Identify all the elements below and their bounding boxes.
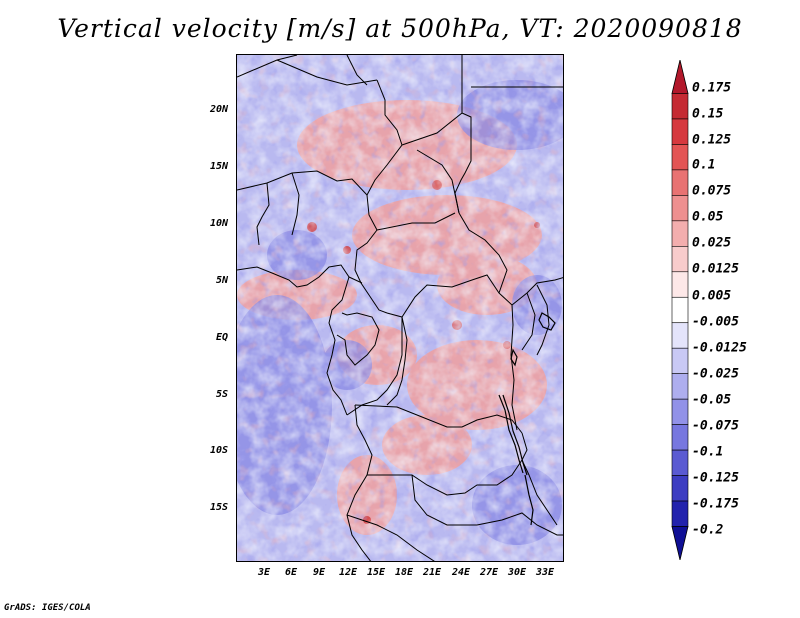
colorbar-segment: [671, 246, 689, 273]
colorbar-label: 0.125: [692, 132, 732, 148]
lon-label-33e: 33E: [535, 567, 555, 578]
colorbar-segment: [671, 220, 689, 247]
colorbar-label: -0.05: [692, 392, 732, 408]
colorbar-label: -0.175: [692, 496, 739, 512]
colorbar-segment: [671, 398, 689, 425]
colorbar-segment: [671, 449, 689, 476]
grads-credit: GrADS: IGES/COLA: [4, 603, 91, 613]
colorbar-segment: [671, 296, 689, 324]
lat-label-eq: EQ: [215, 332, 228, 343]
lat-label-10s: 10S: [209, 445, 228, 456]
lat-label-5s: 5S: [215, 389, 228, 400]
colorbar-label: -0.0125: [692, 340, 747, 356]
colorbar-segment: [671, 373, 689, 400]
lat-label-15n: 15N: [209, 161, 228, 172]
lon-label-12e: 12E: [338, 567, 358, 578]
colorbar-segment: [671, 347, 689, 374]
map-panel: [236, 54, 564, 562]
colorbar-label: -0.2: [692, 522, 724, 538]
colorbar-bottom-arrow: [671, 526, 689, 560]
lon-label-18e: 18E: [394, 567, 414, 578]
colorbar-label: 0.005: [692, 288, 732, 304]
colorbar-segment: [671, 424, 689, 451]
colorbar-top-arrow: [671, 60, 689, 94]
lon-label-24e: 24E: [451, 567, 471, 578]
colorbar-label: 0.05: [692, 209, 724, 225]
lon-label-3e: 3E: [257, 567, 271, 578]
lon-label-15e: 15E: [366, 567, 386, 578]
colorbar-label: -0.125: [692, 470, 739, 486]
colorbar-label: -0.025: [692, 366, 739, 382]
lon-label-30e: 30E: [507, 567, 527, 578]
lon-label-21e: 21E: [422, 567, 442, 578]
lon-label-9e: 9E: [312, 567, 326, 578]
colorbar-label: -0.1: [692, 444, 724, 460]
lon-label-27e: 27E: [479, 567, 499, 578]
colorbar-label: 0.1: [692, 157, 716, 173]
colorbar-label: 0.175: [692, 80, 732, 96]
colorbar-segment: [671, 169, 689, 196]
colorbar-segment: [671, 475, 689, 502]
lat-label-5n: 5N: [215, 275, 228, 286]
colorbar-label: -0.005: [692, 314, 739, 330]
colorbar-segment: [671, 195, 689, 222]
colorbar-segment: [671, 500, 689, 527]
lakes: [498, 312, 556, 526]
colorbar-segment: [671, 271, 689, 298]
lat-label-20n: 20N: [209, 104, 228, 115]
lat-label-10n: 10N: [209, 218, 228, 229]
vertical-velocity-field-map: [237, 55, 563, 561]
lat-label-15s: 15S: [209, 502, 228, 513]
colorbar-segment: [671, 322, 689, 349]
colorbar-label: 0.075: [692, 183, 732, 199]
lon-label-6e: 6E: [284, 567, 298, 578]
colorbar-label: 0.15: [692, 106, 724, 122]
colorbar-segment: [671, 118, 689, 145]
colorbar: [671, 60, 689, 560]
colorbar-segment: [671, 93, 689, 120]
colorbar-label: 0.0125: [692, 261, 739, 277]
colorbar-label: -0.075: [692, 418, 739, 434]
colorbar-segment: [671, 144, 689, 171]
map-title: Vertical velocity [m/s] at 500hPa, VT: 2…: [57, 14, 743, 43]
colorbar-label: 0.025: [692, 235, 732, 251]
